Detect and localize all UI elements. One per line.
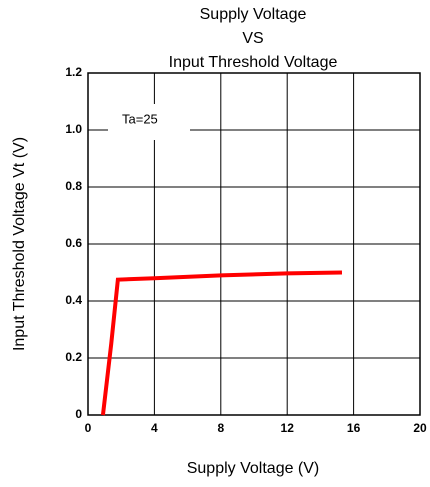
chart-title: Supply Voltage [200,6,307,23]
annotation: Ta=25 [122,111,158,126]
y-tick-label: 1.0 [65,122,82,136]
x-tick-label: 8 [217,421,224,435]
y-tick-label: 0.6 [65,236,82,250]
y-axis-label: Input Threshold Voltage Vt (V) [11,137,28,351]
x-tick-label: 12 [281,421,295,435]
x-axis-label: Supply Voltage (V) [187,460,320,477]
chart-title: Input Threshold Voltage [169,54,338,71]
x-tick-label: 4 [151,421,158,435]
x-tick-label: 16 [347,421,361,435]
y-tick-label: 1.2 [65,65,82,79]
plot-border [87,72,421,416]
chart-title: VS [242,30,263,47]
y-tick-label: 0.4 [65,293,82,307]
annotation-box [108,104,190,140]
y-tick-label: 0 [75,407,82,421]
x-tick-label: 20 [413,421,427,435]
y-tick-label: 0.8 [65,179,82,193]
y-tick-label: 0.2 [65,350,82,364]
x-tick-label: 0 [85,421,92,435]
data-line [100,270,343,416]
